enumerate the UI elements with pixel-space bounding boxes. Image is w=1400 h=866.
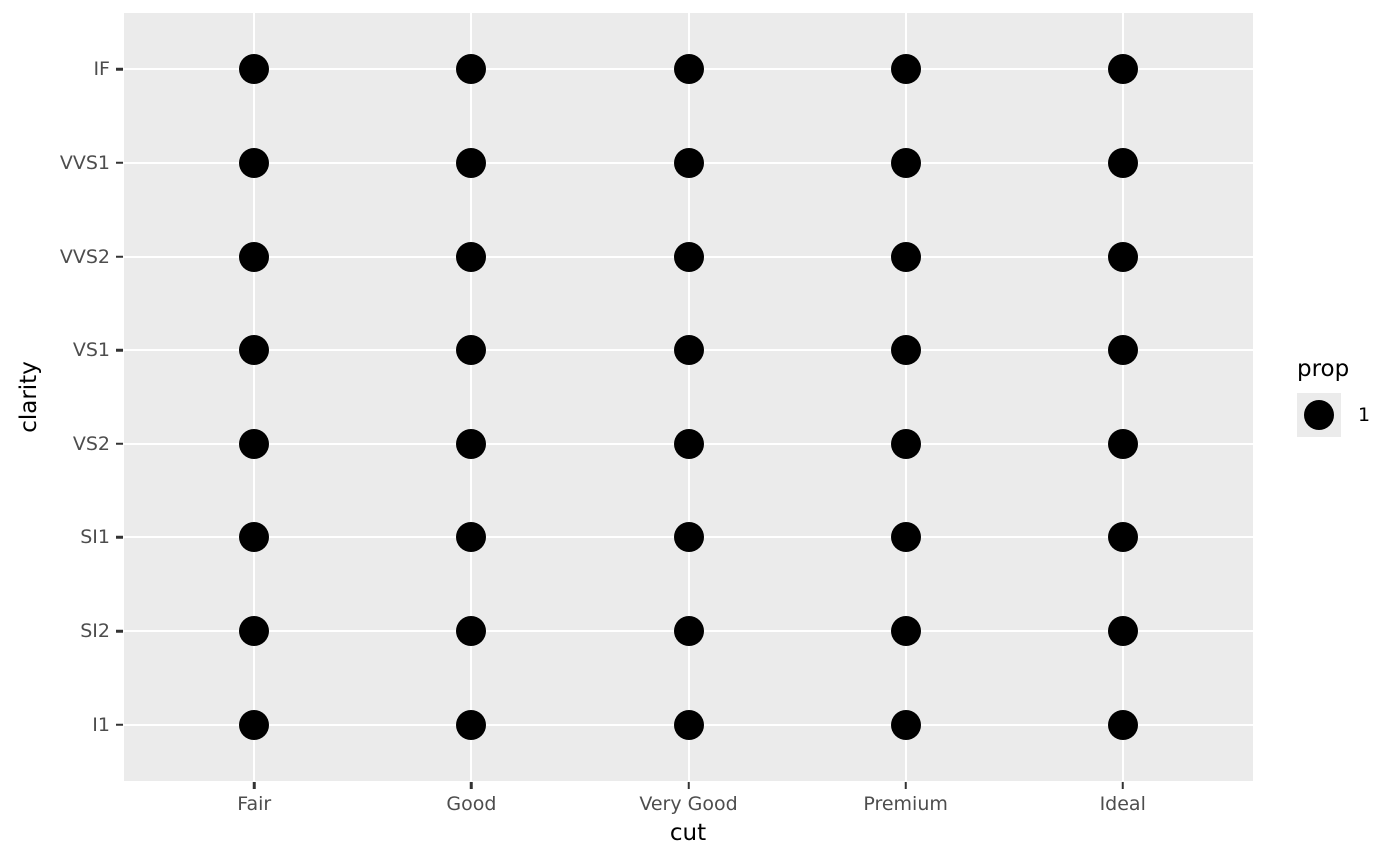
legend-key: [1297, 393, 1341, 437]
y-tick-mark: [116, 255, 123, 258]
data-point: [890, 54, 921, 85]
plot-panel: [124, 13, 1253, 781]
data-point: [456, 147, 487, 178]
legend-title: prop: [1297, 356, 1350, 382]
data-point: [239, 709, 270, 740]
x-gridline: [1121, 13, 1124, 781]
data-point: [890, 147, 921, 178]
data-point: [239, 335, 270, 366]
legend-entry-label: 1: [1358, 404, 1371, 426]
data-point: [673, 709, 704, 740]
y-tick-label: IF: [93, 58, 110, 81]
data-point: [673, 241, 704, 272]
x-tick-label: Good: [446, 793, 497, 815]
y-tick-mark: [116, 161, 123, 165]
x-gridline: [470, 13, 473, 781]
y-tick-mark: [116, 629, 123, 633]
x-gridline: [253, 13, 256, 781]
y-tick-label: I1: [92, 713, 110, 736]
data-point: [890, 428, 921, 459]
data-point: [1107, 428, 1138, 459]
y-axis-title: clarity: [16, 361, 42, 433]
data-point: [673, 616, 704, 647]
x-gridline: [687, 13, 690, 781]
data-point: [456, 335, 487, 366]
data-point: [1107, 54, 1138, 85]
data-point: [456, 709, 487, 740]
x-tick-label: Fair: [237, 793, 272, 815]
x-tick-label: Premium: [863, 793, 948, 815]
x-tick-label: Ideal: [1099, 793, 1146, 815]
data-point: [456, 54, 487, 85]
data-point: [1107, 335, 1138, 366]
data-point: [239, 428, 270, 459]
data-point: [673, 147, 704, 178]
y-tick-mark: [116, 536, 123, 539]
data-point: [1107, 147, 1138, 178]
y-tick-mark: [116, 723, 123, 727]
y-tick-label: VS2: [72, 432, 110, 455]
data-point: [1107, 522, 1138, 553]
x-axis-title: cut: [669, 820, 707, 846]
data-point: [673, 335, 704, 366]
data-point: [239, 522, 270, 553]
data-point: [890, 335, 921, 366]
data-point: [890, 616, 921, 647]
y-tick-label: VVS2: [59, 245, 110, 268]
x-tick-label: Very Good: [639, 793, 738, 815]
y-tick-mark: [116, 442, 123, 446]
legend-point-icon: [1304, 400, 1334, 430]
data-point: [1107, 709, 1138, 740]
data-point: [456, 616, 487, 647]
x-tick-mark: [1121, 782, 1124, 789]
data-point: [1107, 616, 1138, 647]
data-point: [239, 241, 270, 272]
y-tick-label: SI1: [80, 526, 110, 549]
data-point: [673, 54, 704, 85]
x-tick-mark: [687, 782, 690, 789]
data-point: [456, 522, 487, 553]
data-point: [239, 616, 270, 647]
data-point: [456, 241, 487, 272]
y-tick-label: VVS1: [59, 151, 110, 174]
data-point: [890, 522, 921, 553]
data-point: [673, 522, 704, 553]
x-tick-mark: [253, 782, 256, 789]
y-tick-mark: [116, 67, 123, 71]
y-tick-mark: [116, 348, 123, 352]
data-point: [239, 54, 270, 85]
data-point: [890, 241, 921, 272]
data-point: [673, 428, 704, 459]
x-tick-mark: [904, 782, 907, 789]
data-point: [456, 428, 487, 459]
data-point: [890, 709, 921, 740]
x-gridline: [904, 13, 907, 781]
data-point: [1107, 241, 1138, 272]
y-tick-label: SI2: [80, 620, 110, 643]
y-tick-label: VS1: [72, 339, 110, 362]
data-point: [239, 147, 270, 178]
x-tick-mark: [470, 782, 473, 789]
